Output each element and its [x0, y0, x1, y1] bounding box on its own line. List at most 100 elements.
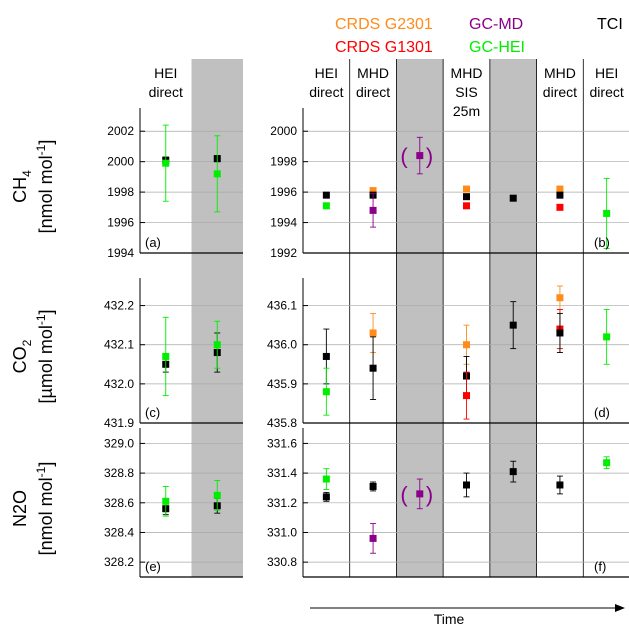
- legend-crds-g2301: CRDS G2301: [335, 16, 433, 33]
- column-header-text: direct: [309, 84, 343, 100]
- panel-CH4-left: 1994 1996 1998 2000 2002 (a): [107, 108, 243, 260]
- column-header-text: HEI: [154, 65, 177, 81]
- data-point-crds-g2301: [463, 341, 470, 349]
- data-point-tci: [509, 194, 517, 202]
- y-label-unit: [nmol mol-1]: [34, 140, 56, 234]
- y-tick-label: 331.2: [267, 496, 297, 510]
- y-tick-label: 328.8: [104, 466, 134, 480]
- y-tick-label: 331.4: [267, 466, 297, 480]
- data-point-crds-g2301: [463, 185, 470, 193]
- data-point-gc-md: [369, 534, 377, 542]
- y-tick-label: 2000: [107, 155, 134, 169]
- column-header-right-1: MHD direct: [356, 65, 390, 100]
- y-label-species: CO2: [10, 339, 34, 373]
- data-point-gc-hei: [213, 341, 221, 349]
- legend-tci: TCI: [597, 16, 623, 33]
- y-tick-label: 328.6: [104, 496, 134, 510]
- y-tick-label: 1992: [270, 246, 297, 260]
- data-point-gc-hei: [322, 475, 330, 483]
- data-point-crds-g2301: [556, 185, 564, 193]
- data-point-tci: [509, 321, 517, 329]
- panel-CO2-left: 431.9 432.0 432.1 432.2 (c): [104, 278, 243, 430]
- y-tick-label: 1996: [270, 185, 297, 199]
- data-point-crds-g1301: [463, 202, 470, 210]
- y-tick-label: 328.4: [104, 525, 134, 539]
- data-point-gc-md: [369, 206, 377, 214]
- panel-CO2-right: 435.8 435.9 436.0 436.1 (d): [267, 278, 629, 430]
- data-point-gc-md: [416, 152, 424, 160]
- data-point-tci: [556, 481, 564, 489]
- time-axis: Time: [310, 604, 625, 625]
- y-tick-label: 432.0: [104, 377, 134, 391]
- y-tick-label: 2002: [107, 124, 134, 138]
- panel-label: (b): [594, 235, 610, 250]
- data-point-tci: [556, 191, 564, 199]
- data-point-gc-hei: [603, 209, 611, 217]
- data-point-gc-hei: [162, 497, 170, 505]
- y-tick-label: 435.8: [267, 416, 297, 430]
- data-point-tci: [463, 481, 470, 489]
- y-label-species: N2O: [10, 490, 30, 527]
- panel-label: (e): [145, 559, 161, 574]
- y-tick-label: 2000: [270, 124, 297, 138]
- legend-crds-g1301: CRDS G1301: [335, 39, 433, 56]
- data-point-gc-hei: [322, 202, 330, 210]
- legend-gc-hei: GC-HEI: [469, 39, 525, 56]
- data-point-crds-g2301: [369, 329, 377, 337]
- data-point-tci: [369, 482, 377, 490]
- y-tick-label: 432.2: [104, 299, 134, 313]
- data-point-gc-md: [416, 490, 424, 498]
- data-point-gc-hei: [162, 159, 170, 167]
- legend: CRDS G2301 GC-MD TCI CRDS G1301 GC-HEI: [335, 16, 623, 56]
- row-y-axis-labels: CH4 [nmol mol-1]CO2 [µmol mol-1]N2O [nmol m…: [10, 140, 56, 556]
- column-header-text: direct: [543, 84, 577, 100]
- y-tick-label: 1994: [270, 216, 297, 230]
- column-header-right-3: MHD SIS 25m: [451, 65, 483, 119]
- y-tick-label: 436.0: [267, 338, 297, 352]
- data-point-gc-hei: [603, 459, 611, 467]
- data-point-gc-hei: [213, 491, 221, 499]
- column-header-text: direct: [149, 84, 183, 100]
- column-header-right-6: HEI direct: [590, 65, 624, 100]
- column-header-text: direct: [590, 84, 624, 100]
- data-point-gc-hei: [322, 388, 330, 396]
- panel-label: (a): [145, 235, 161, 250]
- column-header-text: HEI: [315, 65, 338, 81]
- data-point-tci: [463, 193, 470, 201]
- y-tick-label: 331.6: [267, 436, 297, 450]
- panel-N2O-left: 328.2 328.4 328.6 328.8 329.0 (e): [104, 428, 243, 578]
- data-point-gc-hei: [162, 352, 170, 360]
- data-point-tci: [322, 352, 330, 360]
- data-point-crds-g1301: [556, 203, 564, 211]
- y-tick-label: 1996: [107, 216, 134, 230]
- y-tick-label: 1998: [270, 155, 297, 169]
- y-label-unit: [µmol mol-1]: [34, 309, 56, 403]
- column-header-text: SIS: [455, 84, 478, 100]
- column-header-text: 25m: [453, 103, 480, 119]
- time-arrow-head: [615, 604, 625, 612]
- y-tick-label: 432.1: [104, 338, 134, 352]
- y-tick-label: 1998: [107, 185, 134, 199]
- y-label-unit: [nmol mol-1]: [34, 462, 56, 556]
- panel-label: (f): [594, 559, 606, 574]
- data-point-gc-hei: [213, 170, 221, 178]
- column-header-right-0: HEI direct: [309, 65, 343, 100]
- data-point-crds-g2301: [369, 187, 377, 195]
- column-header-left-0: HEI direct: [149, 65, 183, 100]
- y-tick-label: 1994: [107, 246, 134, 260]
- column-header-text: MHD: [451, 65, 483, 81]
- data-point-gc-hei: [603, 333, 611, 341]
- y-label-species: CH4: [10, 170, 34, 203]
- y-tick-label: 330.8: [267, 555, 297, 569]
- panel-label: (d): [594, 405, 610, 420]
- y-tick-label: 329.0: [104, 436, 134, 450]
- column-header-text: HEI: [595, 65, 618, 81]
- data-point-crds-g1301: [463, 392, 470, 400]
- data-point-tci: [556, 329, 564, 337]
- data-point-tci: [509, 468, 517, 476]
- panels: 1994 1996 1998 2000 2002 (a) 1992 1994 1996 1998 2…: [104, 59, 629, 578]
- column-header-text: MHD: [544, 65, 576, 81]
- y-tick-label: 436.1: [267, 299, 297, 313]
